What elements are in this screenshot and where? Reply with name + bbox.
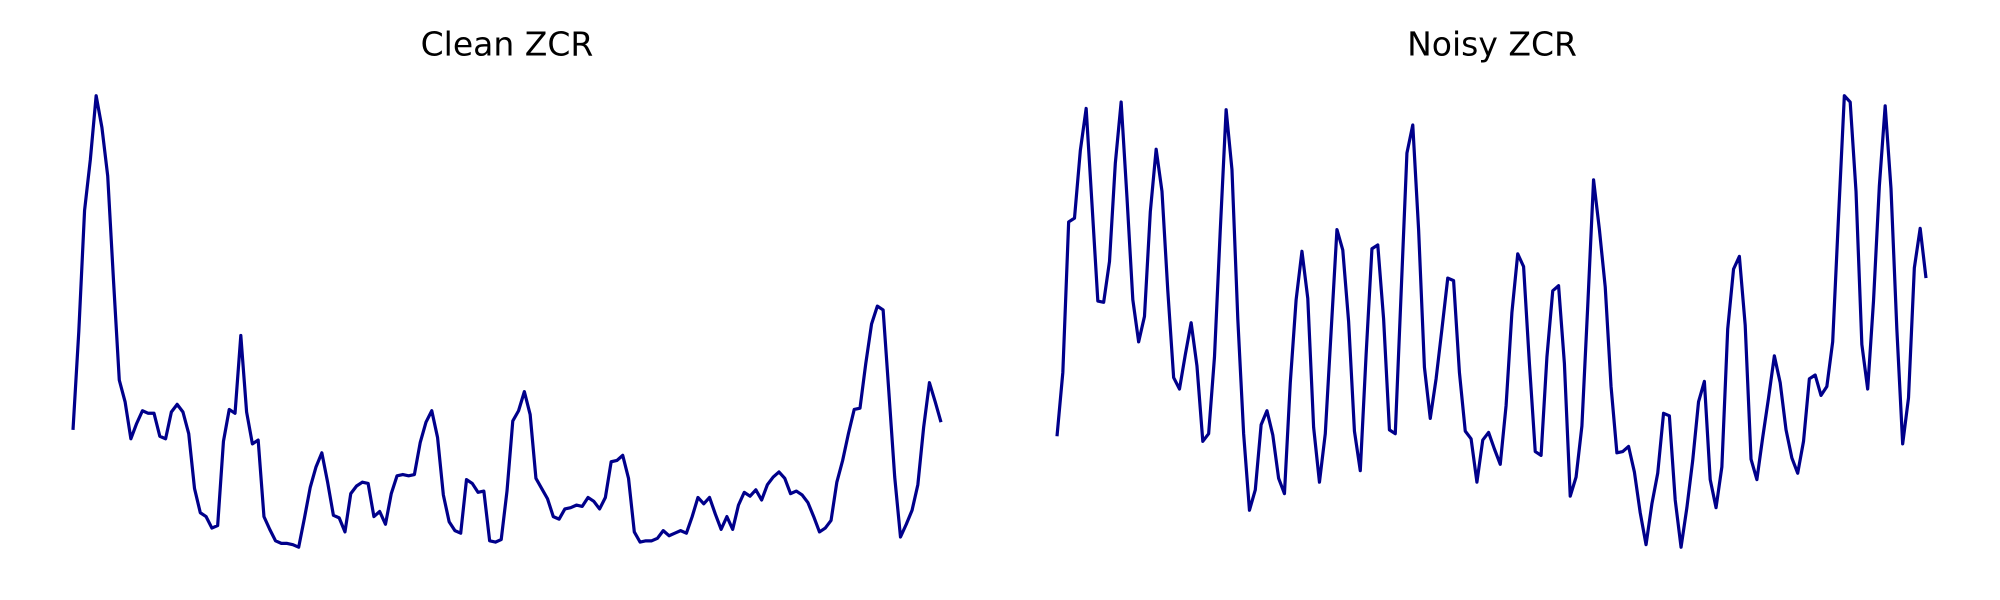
data-line xyxy=(71,94,943,549)
chart-title: Clean ZCR xyxy=(421,25,594,64)
data-line xyxy=(1055,94,1928,549)
chart-title: Noisy ZCR xyxy=(1407,25,1577,64)
